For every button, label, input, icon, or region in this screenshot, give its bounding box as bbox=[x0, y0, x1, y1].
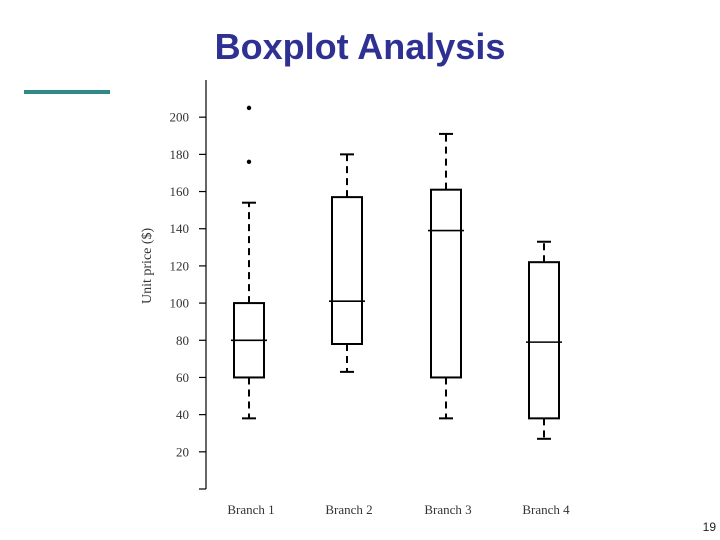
y-axis-label: Unit price ($) bbox=[140, 227, 155, 304]
iqr-box bbox=[430, 188, 462, 379]
y-tick-label: 200 bbox=[170, 110, 190, 125]
y-tick-label: 40 bbox=[176, 407, 189, 422]
y-tick-label: 100 bbox=[170, 296, 190, 311]
x-category-labels: Branch 1 Branch 2 Branch 3 Branch 4 bbox=[227, 502, 570, 517]
category-label: Branch 3 bbox=[424, 502, 471, 517]
outlier-point bbox=[246, 159, 252, 164]
iqr-box bbox=[528, 261, 560, 420]
y-tick-label: 60 bbox=[176, 370, 189, 385]
y-tick-label: 140 bbox=[170, 221, 190, 236]
chart-axes bbox=[199, 80, 207, 490]
y-tick-label: 160 bbox=[170, 184, 190, 199]
category-label: Branch 1 bbox=[227, 502, 274, 517]
y-tick-label: 120 bbox=[170, 258, 190, 273]
y-tick-label: 20 bbox=[176, 444, 189, 459]
outlier-point bbox=[246, 105, 252, 111]
y-tick-label: 180 bbox=[170, 147, 190, 162]
iqr-box bbox=[331, 196, 363, 345]
box-1 bbox=[231, 105, 267, 420]
boxplot-series bbox=[231, 105, 562, 440]
y-ticks: 20 40 60 80 100 120 140 160 180 200 bbox=[170, 110, 206, 459]
category-label: Branch 4 bbox=[522, 502, 570, 517]
title-accent-rule bbox=[24, 90, 110, 94]
box-2 bbox=[329, 153, 365, 373]
box-4 bbox=[526, 240, 562, 440]
category-label: Branch 2 bbox=[325, 502, 372, 517]
y-tick-label: 80 bbox=[176, 333, 189, 348]
box-3 bbox=[428, 132, 464, 420]
slide-title: Boxplot Analysis bbox=[214, 26, 506, 67]
page-number: 19 bbox=[702, 520, 716, 534]
